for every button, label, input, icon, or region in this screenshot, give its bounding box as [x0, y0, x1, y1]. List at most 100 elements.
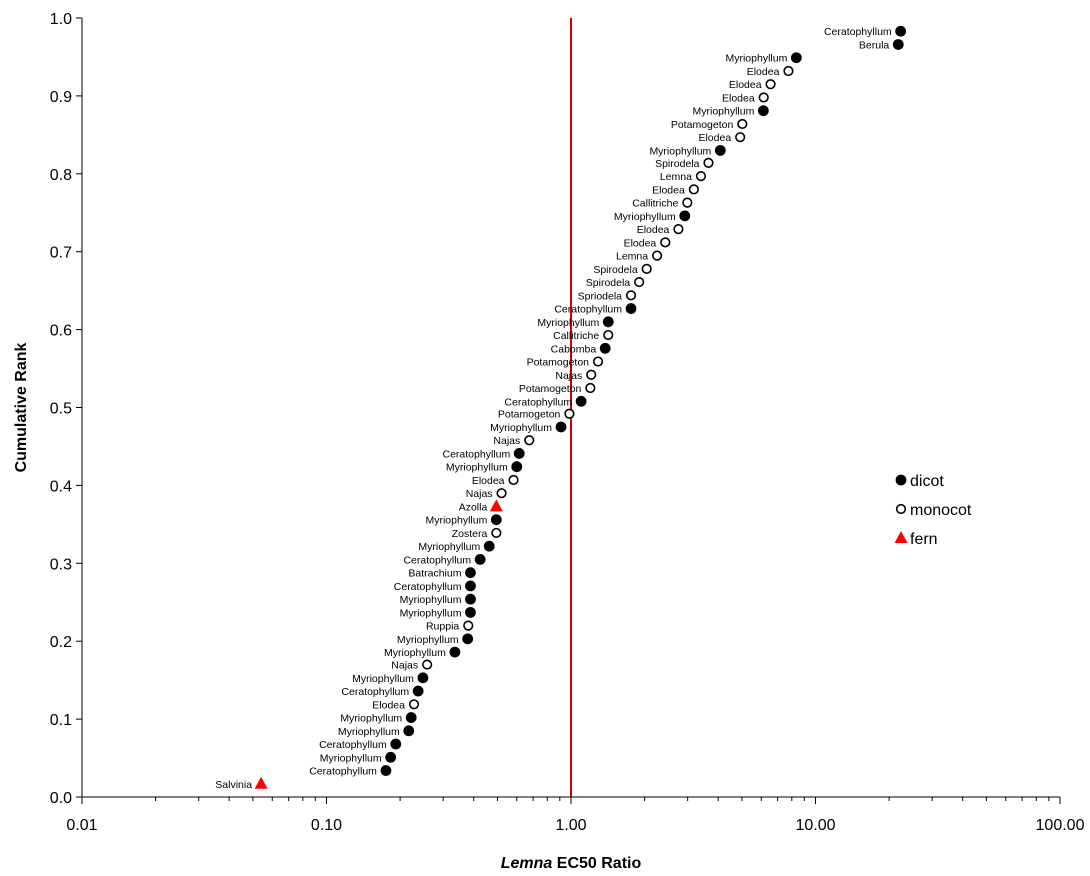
point-label: Elodea: [637, 224, 670, 236]
point-label: Potamogeton: [671, 119, 734, 131]
point-label: Najas: [466, 488, 493, 500]
x-tick-label: 1.00: [555, 817, 586, 834]
y-tick-label: 0.2: [50, 634, 72, 651]
y-tick-label: 0.6: [50, 323, 72, 340]
point-label: Myriophyllum: [400, 607, 462, 619]
point-label: Myriophyllum: [537, 317, 599, 329]
point-label: Salvinia: [215, 779, 252, 791]
data-point-monocot: [625, 290, 637, 301]
data-point-monocot: [641, 263, 652, 274]
point-label: Berula: [859, 39, 890, 51]
data-point-dicot: [465, 567, 476, 579]
x-axis-title-italic: Lemna: [501, 855, 553, 872]
point-label: Potamogeton: [527, 357, 590, 369]
x-tick-label: 0.10: [311, 817, 342, 834]
point-label: Spirodela: [655, 158, 700, 170]
data-point-dicot: [892, 39, 904, 50]
y-tick-label: 0.7: [50, 245, 72, 262]
data-point-monocot: [688, 184, 699, 195]
data-point-dicot: [757, 105, 769, 117]
point-label: Ceratophyllum: [319, 739, 387, 751]
point-label: Elodea: [472, 475, 505, 487]
data-point-dicot: [714, 145, 726, 156]
legend-marker-fern: [894, 531, 908, 543]
point-label: Myriophyllum: [725, 53, 787, 65]
y-tick-label: 0.0: [50, 790, 72, 807]
x-axis-title: Lemna EC50 Ratio: [501, 855, 642, 872]
data-point-dicot: [403, 725, 415, 737]
y-tick-label: 0.1: [50, 712, 72, 729]
point-label: Ceratophyllum: [554, 304, 622, 316]
point-label: Myriophyllum: [340, 713, 402, 725]
point-label: Myriophyllum: [693, 106, 755, 118]
point-label: Elodea: [372, 699, 405, 711]
point-label: Myriophyllum: [320, 752, 382, 764]
data-point-monocot: [758, 92, 769, 103]
point-label: Elodea: [747, 66, 780, 78]
x-axis-title-rest: EC50 Ratio: [552, 855, 641, 872]
data-point-dicot: [575, 395, 587, 407]
data-point-dicot: [490, 514, 502, 526]
point-label: Spirodela: [593, 264, 638, 276]
point-label: Ceratophyllum: [309, 766, 377, 778]
data-point-monocot: [408, 699, 420, 710]
data-point-fern: [254, 776, 268, 789]
point-label: Myriophyllum: [649, 145, 711, 157]
data-point-dicot: [555, 421, 567, 433]
point-label: Myriophyllum: [418, 541, 480, 553]
data-point-monocot: [634, 276, 645, 288]
data-point-monocot: [765, 79, 776, 90]
point-label: Zostera: [452, 528, 488, 540]
data-point-dicot: [405, 712, 417, 723]
data-point-dicot: [417, 672, 429, 684]
x-tick-label: 0.01: [66, 817, 97, 834]
point-label: Myriophyllum: [490, 422, 552, 434]
point-label: Myriophyllum: [400, 594, 462, 606]
point-label: Najas: [391, 660, 418, 672]
y-tick-label: 1.0: [50, 11, 72, 28]
legend-label-monocot: monocot: [910, 502, 972, 519]
data-point-dicot: [679, 210, 691, 222]
y-tick-label: 0.8: [50, 167, 72, 184]
data-point-monocot: [524, 435, 535, 446]
data-point-dicot: [602, 316, 614, 328]
data-point-dicot: [465, 580, 476, 592]
data-point-monocot: [783, 65, 794, 77]
point-label: Ceratophyllum: [824, 26, 892, 38]
data-point-dicot: [513, 448, 525, 459]
data-point-monocot: [682, 197, 693, 208]
point-label: Potamogeton: [519, 383, 582, 395]
point-label: Batrachium: [408, 568, 461, 580]
data-point-dicot: [625, 303, 637, 314]
data-point-dicot: [412, 685, 424, 697]
data-point-monocot: [660, 237, 671, 248]
point-label: Potamogeton: [498, 409, 561, 421]
point-label: Elodea: [624, 237, 657, 249]
data-point-dicot: [895, 25, 907, 37]
x-tick-label: 100.00: [1036, 817, 1085, 834]
point-label: Myriophyllum: [397, 634, 459, 646]
data-point-monocot: [586, 369, 597, 380]
point-label: Callitriche: [553, 330, 599, 342]
point-label: Myriophyllum: [338, 726, 400, 738]
point-label: Ceratophyllum: [341, 686, 409, 698]
data-point-monocot: [508, 474, 519, 486]
data-point-monocot: [564, 408, 575, 419]
data-point-monocot: [422, 659, 433, 670]
data-point-monocot: [463, 620, 474, 631]
data-point-dicot: [380, 765, 392, 776]
legend-marker-monocot: [895, 503, 907, 515]
data-point-monocot: [695, 171, 707, 182]
data-point-monocot: [673, 224, 684, 235]
data-point-dicot: [511, 461, 523, 473]
data-point-monocot: [603, 329, 614, 341]
data-point-dicot: [449, 646, 461, 658]
legend-label-fern: fern: [910, 531, 938, 548]
legend: dicot monocot fern: [894, 473, 972, 548]
x-tick-label: 10.00: [795, 817, 835, 834]
y-tick-label: 0.5: [50, 401, 72, 418]
data-point-monocot: [592, 356, 604, 367]
data-point-dicot: [462, 633, 474, 645]
point-label: Myriophyllum: [352, 673, 414, 685]
